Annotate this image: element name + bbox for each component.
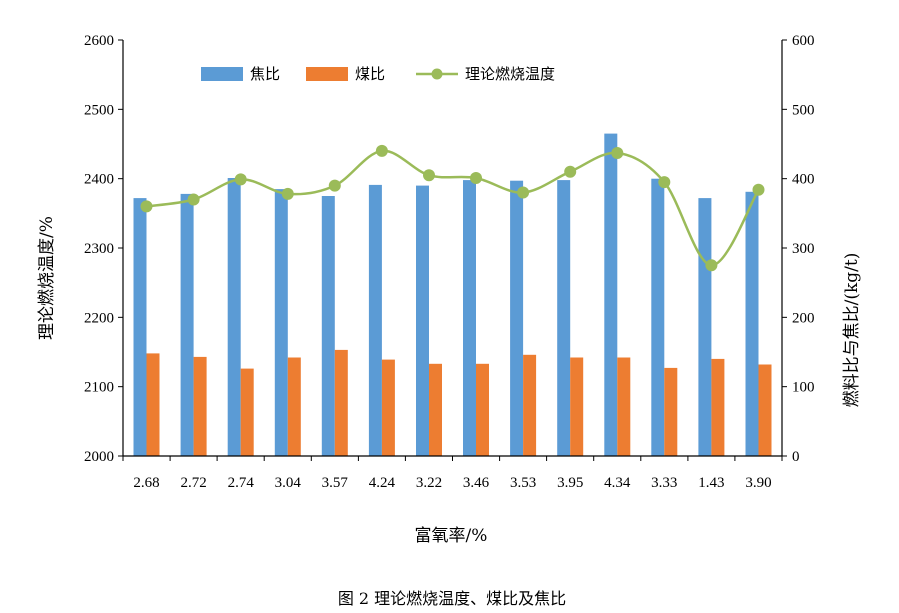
point-combustion-temperature	[375, 144, 388, 157]
bar-coke-ratio	[510, 180, 524, 456]
x-tick-label: 1.43	[698, 475, 724, 491]
bar-coke-ratio	[227, 178, 241, 456]
x-axis-title: 富氧率/%	[415, 526, 488, 546]
legend-label-coke: 焦比	[250, 65, 280, 83]
y-tick-label-right: 0	[792, 449, 800, 465]
y-tick-label-right: 200	[792, 310, 815, 326]
x-tick-label: 3.46	[463, 475, 490, 491]
bar-coke-ratio	[274, 189, 288, 456]
bar-coke-ratio	[745, 191, 759, 457]
x-tick-label: 3.90	[745, 475, 771, 491]
y-tick-label-left: 2100	[84, 380, 114, 396]
x-tick-label: 3.04	[275, 475, 302, 491]
line-combustion-temperature	[146, 149, 760, 267]
bar-coke-ratio	[416, 185, 429, 456]
y-tick-label-right: 300	[792, 241, 815, 257]
y-tick-label-left: 2000	[84, 449, 114, 465]
axes: 2000 2100 2200 2300 2400 2500 2600 0 100 200 300 40…	[84, 33, 815, 491]
bar-coal-ratio	[429, 363, 442, 456]
x-tick-label: 3.95	[557, 475, 583, 491]
bar-coal-ratio	[523, 354, 537, 456]
bar-coal-ratio	[664, 367, 678, 456]
point-combustion-temperature	[187, 193, 200, 206]
bar-coke-ratio	[651, 178, 665, 456]
point-combustion-temperature	[140, 200, 153, 213]
y-tick-label-right: 600	[792, 33, 815, 49]
bar-coke-ratio	[368, 184, 382, 456]
point-combustion-temperature	[281, 187, 294, 200]
bar-coal-ratio	[711, 358, 725, 456]
x-tick-label: 3.22	[416, 475, 442, 491]
bar-coal-ratio	[146, 353, 160, 456]
bar-coal-ratio	[287, 357, 301, 456]
bar-coal-ratio	[570, 357, 584, 456]
x-tick-label: 4.24	[369, 475, 396, 491]
y-axis-title-left: 理论燃烧温度/%	[37, 216, 57, 340]
legend-label-coal: 煤比	[355, 65, 385, 83]
bar-coal-ratio	[476, 363, 489, 456]
point-combustion-temperature	[423, 169, 435, 182]
legend-swatch-coke	[201, 67, 243, 81]
point-combustion-temperature	[470, 172, 482, 184]
x-tick-label: 3.57	[322, 475, 349, 491]
plot-area	[133, 133, 772, 457]
bar-coke-ratio	[321, 196, 335, 456]
x-tick-label: 3.33	[651, 475, 677, 491]
bar-coke-ratio	[557, 180, 571, 456]
bar-coal-ratio	[334, 349, 348, 456]
y-axis-title-right: 燃料比与焦比/(kg/t)	[842, 253, 862, 408]
figure-caption: 图 2 理论燃烧温度、煤比及焦比	[338, 589, 566, 608]
bar-coke-ratio	[604, 133, 618, 456]
bar-coke-ratio	[463, 180, 476, 456]
point-combustion-temperature	[611, 147, 624, 159]
bar-coal-ratio	[240, 368, 254, 456]
point-combustion-temperature	[517, 186, 530, 199]
y-tick-label-right: 100	[792, 380, 815, 396]
point-combustion-temperature	[564, 165, 577, 178]
point-combustion-temperature	[658, 176, 671, 189]
y-tick-label-right: 400	[792, 172, 815, 188]
x-tick-label: 4.34	[604, 475, 631, 491]
y-tick-label-left: 2400	[84, 172, 114, 188]
x-tick-label: 2.68	[133, 475, 159, 491]
y-tick-label-left: 2200	[84, 310, 114, 326]
y-tick-label-right: 500	[792, 102, 815, 118]
point-combustion-temperature	[234, 173, 247, 186]
legend-swatch-coal	[306, 67, 348, 81]
point-combustion-temperature	[705, 259, 718, 272]
x-tick-label: 2.72	[180, 475, 206, 491]
y-tick-label-left: 2300	[84, 241, 114, 257]
bar-coal-ratio	[758, 364, 772, 456]
bar-coal-ratio	[617, 357, 631, 456]
y-tick-label-left: 2600	[84, 33, 114, 49]
bar-coke-ratio	[698, 198, 712, 456]
point-combustion-temperature	[752, 183, 765, 196]
bar-coke-ratio	[133, 198, 147, 456]
bar-coal-ratio	[193, 356, 207, 456]
legend: 焦比 煤比 理论燃烧温度	[201, 65, 555, 83]
legend-label-temperature: 理论燃烧温度	[465, 65, 555, 83]
bar-coke-ratio	[180, 193, 194, 456]
y-tick-label-left: 2500	[84, 102, 114, 118]
point-combustion-temperature	[328, 179, 341, 192]
x-tick-label: 3.53	[510, 475, 536, 491]
x-tick-label: 2.74	[228, 475, 255, 491]
legend-marker-temperature	[431, 68, 443, 80]
bar-coal-ratio	[381, 359, 395, 456]
